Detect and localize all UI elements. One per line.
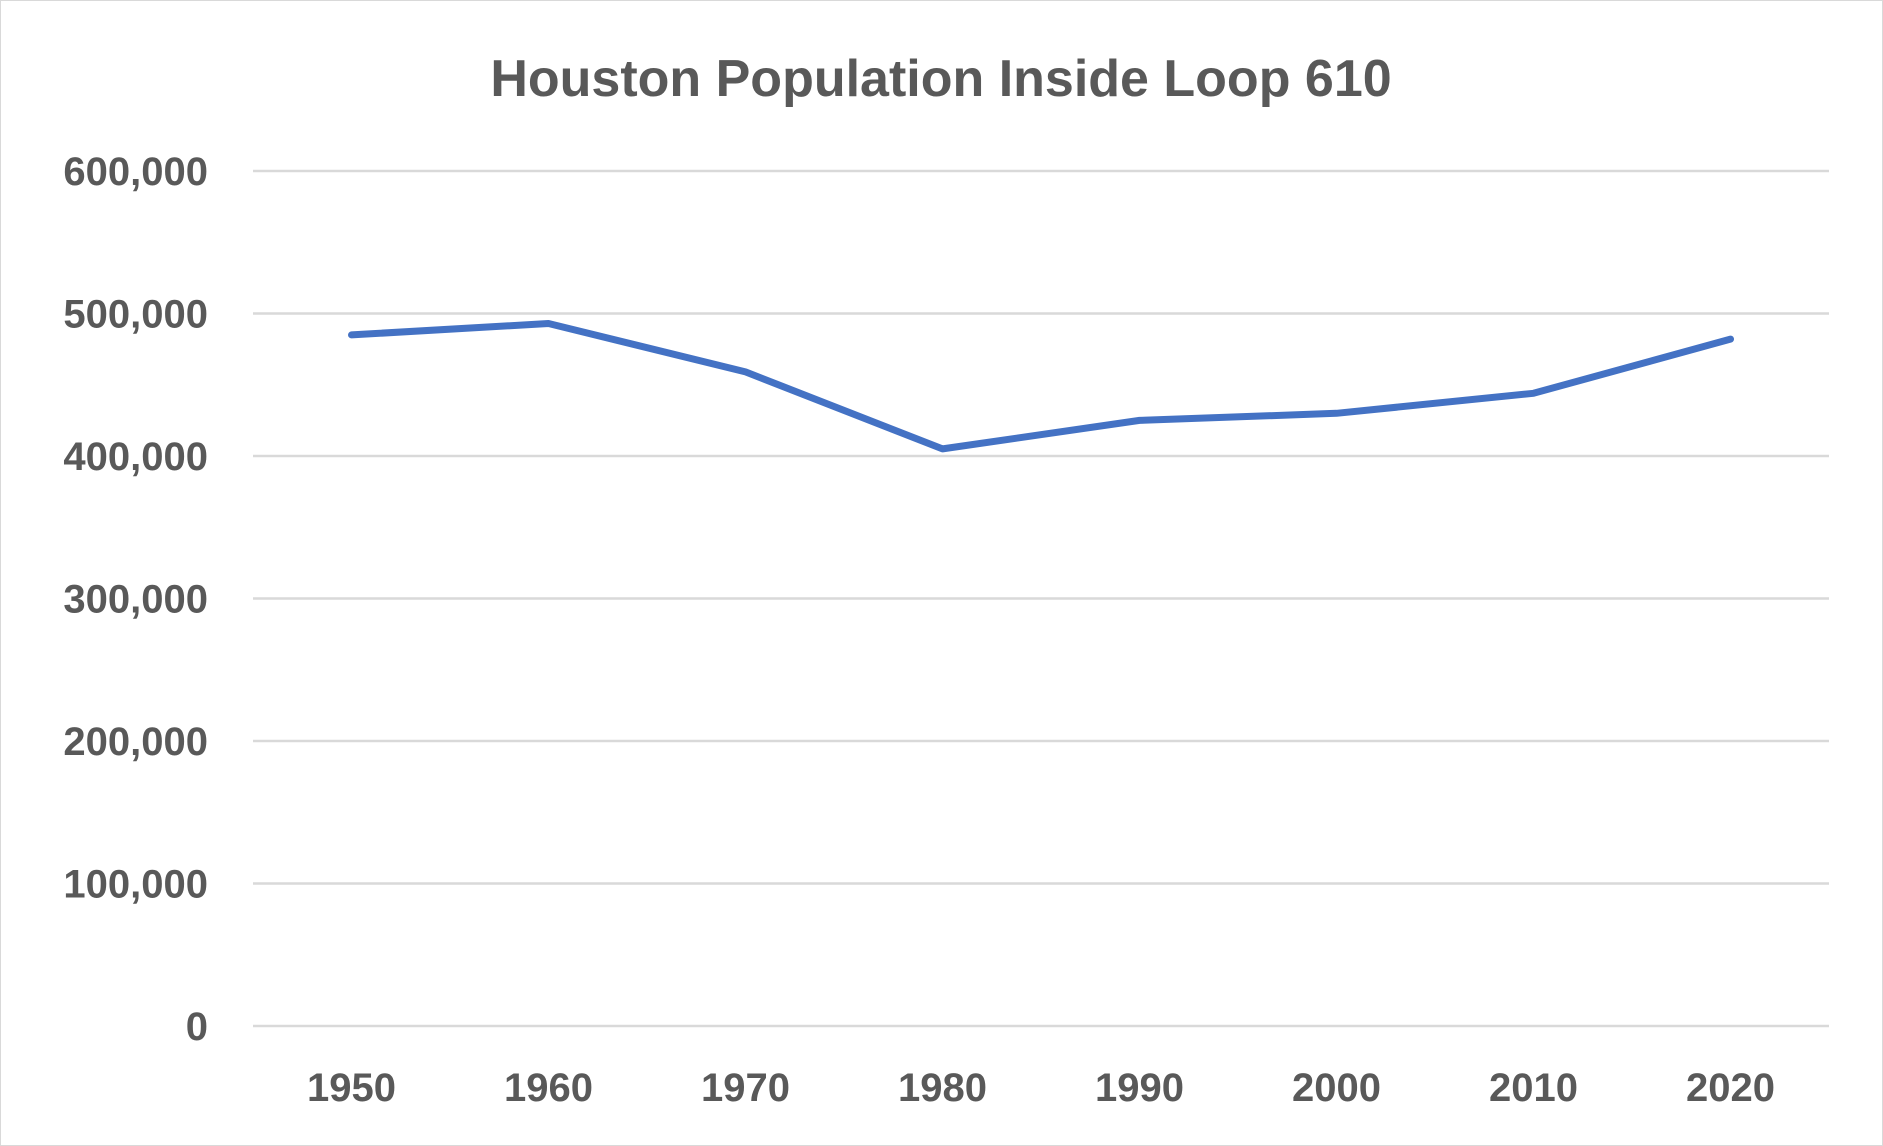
x-axis-ticks: 1950 1960 1970 1980 1990 2000 2010 2020 <box>307 1066 1775 1110</box>
y-tick-label: 400,000 <box>63 435 208 479</box>
x-tick-label: 1990 <box>1095 1066 1184 1110</box>
x-tick-label: 1960 <box>504 1066 593 1110</box>
y-tick-label: 500,000 <box>63 293 208 337</box>
y-tick-label: 200,000 <box>63 720 208 764</box>
x-tick-label: 1980 <box>898 1066 987 1110</box>
y-tick-label: 100,000 <box>63 863 208 907</box>
x-tick-label: 2000 <box>1292 1066 1381 1110</box>
y-tick-label: 0 <box>186 1005 208 1049</box>
chart-title: Houston Population Inside Loop 610 <box>490 50 1391 108</box>
y-tick-label: 600,000 <box>63 150 208 194</box>
y-axis-ticks: 0 100,000 200,000 300,000 400,000 500,000 600,… <box>63 150 208 1049</box>
x-tick-label: 2020 <box>1686 1066 1775 1110</box>
y-tick-label: 300,000 <box>63 578 208 622</box>
series-layer <box>348 320 1734 453</box>
series-line-0 <box>348 320 1734 453</box>
x-tick-label: 1970 <box>701 1066 790 1110</box>
x-tick-label: 2010 <box>1489 1066 1578 1110</box>
gridlines <box>253 169 1829 1028</box>
x-tick-label: 1950 <box>307 1066 396 1110</box>
